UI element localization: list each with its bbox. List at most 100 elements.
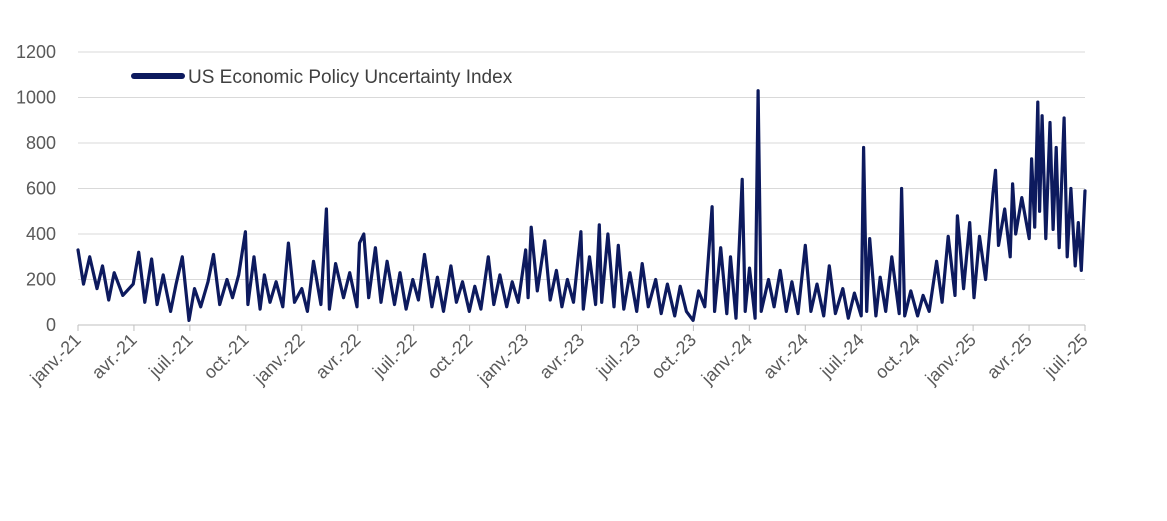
data-point	[685, 310, 688, 313]
data-point	[334, 262, 337, 265]
data-point	[442, 310, 445, 313]
x-tick-label: oct.-23	[647, 330, 700, 383]
data-point	[1036, 100, 1040, 104]
data-point	[293, 301, 296, 304]
x-tick-label: avr.-21	[88, 330, 141, 383]
data-point	[328, 307, 331, 311]
data-point	[162, 273, 165, 277]
data-point	[411, 278, 414, 281]
data-point	[555, 269, 558, 272]
data-point	[841, 287, 844, 290]
data-point	[588, 255, 591, 258]
data-point	[853, 291, 856, 295]
data-point	[868, 237, 871, 240]
data-point	[498, 273, 502, 277]
data-point	[1069, 187, 1073, 190]
data-point	[874, 314, 878, 318]
data-point	[246, 303, 250, 306]
data-point	[679, 285, 682, 288]
data-point	[362, 232, 365, 236]
data-point	[991, 191, 995, 195]
series-points	[76, 89, 1087, 322]
data-point	[741, 178, 744, 181]
data-point	[772, 305, 776, 308]
data-point	[691, 319, 695, 322]
data-point	[379, 301, 383, 304]
data-point	[319, 303, 323, 306]
x-tick-label: janv.-25	[921, 330, 980, 389]
x-tick-label: oct.-22	[423, 330, 476, 383]
y-axis-ticks: 0 200 400 600 800 1000 1200	[16, 42, 56, 335]
data-point	[237, 273, 240, 277]
data-point	[1051, 228, 1055, 231]
data-point	[268, 301, 272, 304]
data-point	[909, 289, 912, 293]
data-point	[703, 305, 706, 308]
data-point	[1038, 210, 1041, 213]
data-point	[600, 301, 603, 304]
data-point	[95, 287, 99, 290]
data-point	[1028, 237, 1031, 240]
data-point	[947, 235, 950, 238]
x-tick-label: janv.-21	[26, 330, 85, 389]
data-point	[526, 296, 530, 299]
data-point	[779, 269, 782, 272]
x-tick-label: janv.-24	[697, 330, 756, 389]
data-point	[815, 282, 819, 286]
data-point	[530, 226, 533, 229]
data-point	[423, 253, 426, 256]
data-point	[468, 310, 471, 313]
data-point	[121, 294, 125, 297]
legend: US Economic Policy Uncertainty Index	[131, 67, 513, 88]
data-point	[1074, 264, 1077, 268]
x-tick-label: juil.-25	[1039, 330, 1091, 382]
data-point	[641, 262, 644, 265]
data-point	[710, 205, 714, 208]
data-point	[972, 296, 976, 299]
data-point	[88, 255, 91, 258]
data-point	[834, 312, 837, 315]
data-point	[796, 312, 800, 315]
data-point	[300, 287, 303, 290]
data-point	[828, 264, 831, 268]
data-point	[436, 276, 439, 279]
y-tick-label: 0	[46, 315, 56, 335]
data-point	[654, 278, 657, 281]
data-point	[536, 289, 539, 293]
data-point	[572, 301, 575, 304]
data-point	[1055, 146, 1058, 149]
data-point	[1044, 237, 1048, 240]
data-point	[916, 314, 919, 318]
data-point	[865, 310, 868, 313]
data-point	[449, 264, 453, 268]
data-point	[374, 246, 377, 249]
x-tick-label: avr.-23	[535, 330, 588, 383]
data-point	[1014, 232, 1017, 236]
x-tick-label: avr.-22	[311, 330, 364, 383]
data-point	[647, 305, 650, 308]
data-point	[879, 276, 882, 279]
data-point	[900, 187, 903, 190]
data-point	[1058, 246, 1061, 249]
data-point	[713, 310, 716, 313]
series-group	[76, 89, 1087, 322]
data-point	[673, 314, 676, 318]
data-point	[753, 317, 757, 320]
data-point	[358, 241, 361, 245]
data-point	[1048, 121, 1052, 124]
data-point	[1030, 157, 1033, 161]
data-point	[579, 230, 583, 233]
data-point	[622, 307, 625, 311]
x-tick-label: oct.-24	[871, 330, 924, 383]
y-tick-label: 1200	[16, 42, 56, 62]
data-point	[617, 244, 620, 247]
x-tick-label: juil.-23	[592, 330, 644, 382]
data-point	[748, 266, 751, 270]
data-point	[150, 257, 153, 261]
data-point	[487, 255, 490, 258]
data-point	[760, 310, 763, 313]
data-point	[968, 221, 971, 224]
data-point	[517, 301, 520, 304]
data-point	[455, 301, 458, 304]
data-point	[984, 278, 987, 281]
